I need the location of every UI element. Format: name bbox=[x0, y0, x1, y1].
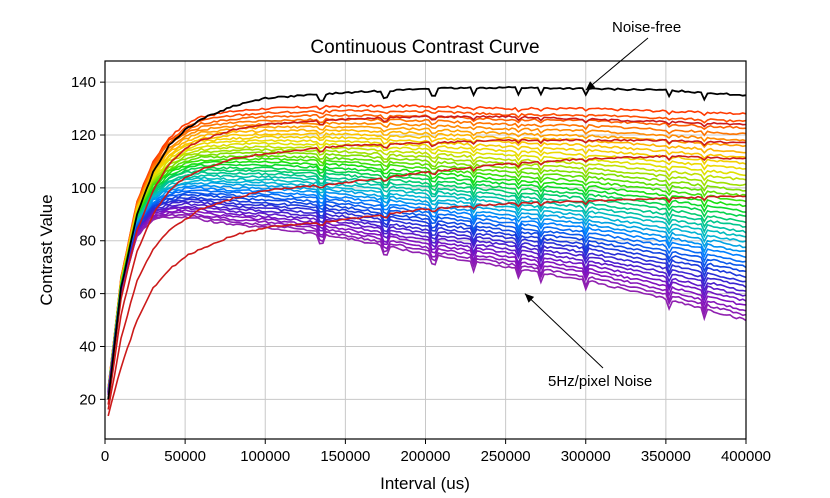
noise-curve bbox=[107, 174, 746, 392]
noise-curve bbox=[107, 181, 746, 393]
noise-curve bbox=[107, 184, 746, 392]
noise-free-curve bbox=[107, 85, 746, 400]
noise-curve bbox=[107, 193, 746, 393]
highlight-curve-1 bbox=[107, 115, 746, 400]
noise-curve bbox=[107, 202, 746, 393]
noise-free-curve-group bbox=[107, 85, 746, 400]
noise-free-label: Noise-free bbox=[612, 19, 681, 36]
annotations: Noise-free 5Hz/pixel Noise bbox=[524, 19, 681, 390]
noise-curve bbox=[107, 144, 746, 391]
highlight-curve-4 bbox=[107, 195, 746, 417]
highlight-curve-3 bbox=[107, 154, 746, 410]
noise-curve bbox=[107, 157, 746, 391]
noise-curve bbox=[107, 117, 746, 390]
noise-arrow bbox=[524, 293, 604, 369]
noise-curve bbox=[107, 132, 746, 390]
noise-curve bbox=[107, 208, 746, 394]
x-tick-label: 350000 bbox=[641, 448, 691, 465]
x-axis-label: Interval (us) bbox=[380, 474, 470, 493]
noise-curve bbox=[107, 211, 746, 395]
y-tick-label: 80 bbox=[79, 233, 96, 250]
noise-curve bbox=[107, 196, 746, 394]
y-tick-label: 60 bbox=[79, 286, 96, 303]
x-tick-label: 100000 bbox=[240, 448, 290, 465]
y-axis-label: Contrast Value bbox=[37, 194, 56, 305]
noise-curve-family bbox=[107, 103, 746, 395]
x-tick-label: 0 bbox=[101, 448, 109, 465]
x-tick-label: 300000 bbox=[561, 448, 611, 465]
highlight-curve-2 bbox=[107, 138, 746, 405]
noise-curve bbox=[107, 154, 746, 392]
chart-title: Continuous Contrast Curve bbox=[310, 37, 539, 58]
noise-curve bbox=[107, 171, 746, 393]
x-axis: 0 50000 100000 150000 200000 250000 300000 3500… bbox=[101, 439, 771, 465]
x-tick-label: 150000 bbox=[320, 448, 370, 465]
x-tick-label: 400000 bbox=[721, 448, 771, 465]
noise-free-arrow bbox=[585, 37, 649, 91]
noise-curve bbox=[107, 215, 746, 395]
noise-curve bbox=[107, 166, 746, 393]
noise-curve bbox=[107, 135, 746, 392]
noise-curve bbox=[107, 176, 746, 393]
arrow-head bbox=[585, 81, 596, 91]
noise-curve bbox=[107, 213, 746, 394]
arrow-head bbox=[524, 293, 535, 303]
noise-curve bbox=[107, 109, 746, 390]
noise-curve bbox=[107, 200, 746, 394]
noise-curve bbox=[107, 125, 746, 390]
y-tick-label: 100 bbox=[71, 180, 96, 197]
noise-curve bbox=[107, 168, 746, 392]
noise-curve bbox=[107, 138, 746, 391]
noise-curve bbox=[107, 121, 746, 389]
noise-curve bbox=[107, 206, 746, 395]
noise-label: 5Hz/pixel Noise bbox=[548, 373, 652, 390]
x-tick-label: 50000 bbox=[164, 448, 206, 465]
x-tick-label: 250000 bbox=[481, 448, 531, 465]
noise-curve bbox=[107, 151, 746, 391]
noise-curve bbox=[107, 189, 746, 392]
noise-curve bbox=[107, 141, 746, 392]
y-tick-label: 40 bbox=[79, 338, 96, 355]
highlighted-curves bbox=[107, 115, 746, 417]
noise-curve bbox=[107, 103, 746, 389]
noise-curve bbox=[107, 205, 746, 394]
noise-curve bbox=[107, 163, 746, 391]
noise-curve bbox=[107, 191, 746, 394]
x-tick-label: 200000 bbox=[400, 448, 450, 465]
y-axis: 20 40 60 80 100 120 140 bbox=[71, 74, 105, 408]
y-tick-label: 120 bbox=[71, 127, 96, 144]
noise-curve bbox=[107, 178, 746, 392]
y-tick-label: 140 bbox=[71, 74, 96, 91]
y-tick-label: 20 bbox=[79, 391, 96, 408]
noise-curve bbox=[107, 148, 746, 392]
